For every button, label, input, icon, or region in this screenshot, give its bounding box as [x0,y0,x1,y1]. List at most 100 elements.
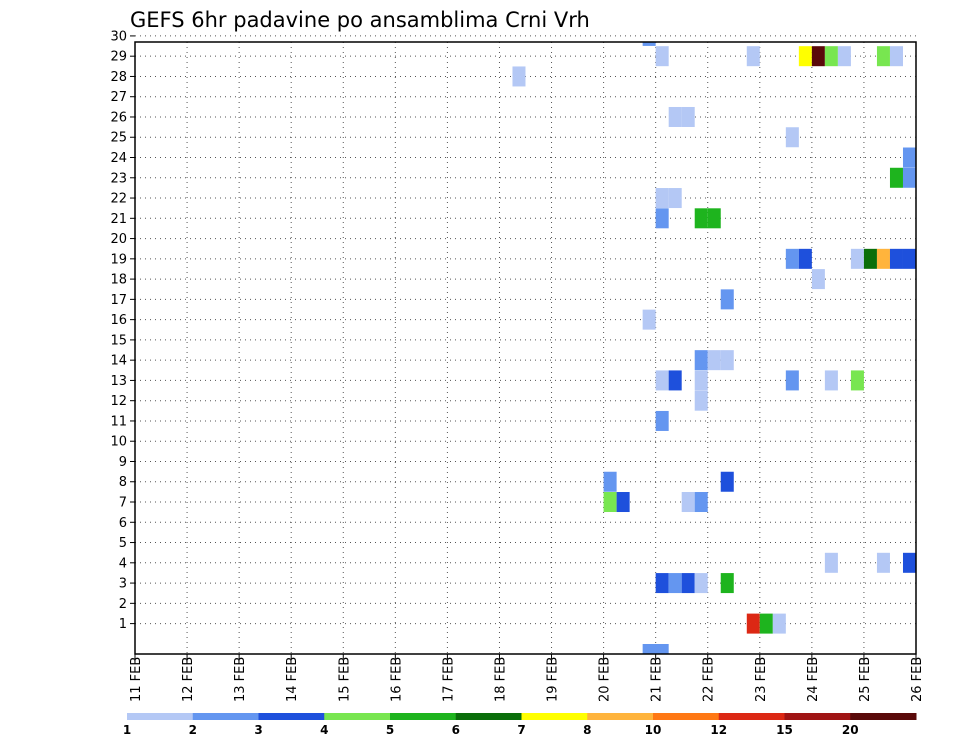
y-tick-label: 26 [110,110,127,125]
precip-cell [746,46,760,67]
y-tick-label: 9 [119,455,127,470]
legend-swatch [784,713,851,720]
precip-cell [655,573,669,594]
y-tick-label: 6 [119,516,127,531]
y-tick-label: 17 [110,293,127,308]
legend-swatch [653,713,720,720]
precip-cell [668,106,682,127]
y-tick-label: 28 [110,70,127,85]
x-tick-label: 23 FEB [754,657,769,702]
y-tick-label: 2 [119,597,127,612]
legend-swatch [390,713,457,720]
precip-cell [642,42,656,46]
x-tick-label: 11 FEB [129,657,144,702]
x-tick-label: 12 FEB [181,657,196,702]
y-tick-label: 3 [119,577,127,592]
x-tick-label: 21 FEB [650,657,665,702]
precip-cell [902,552,916,573]
x-tick-label: 13 FEB [233,657,248,702]
precip-cell [642,309,656,330]
y-tick-label: 29 [110,50,127,65]
x-tick-label: 26 FEB [910,657,925,702]
y-tick-label: 12 [110,394,127,409]
precip-cell [798,46,812,67]
precip-cell [785,248,799,269]
precip-cell [759,613,773,634]
precip-cell [902,147,916,168]
legend-label: 7 [517,723,525,737]
precip-cell [681,573,695,594]
legend-label: 10 [645,723,662,737]
x-tick-label: 14 FEB [285,657,300,702]
x-tick-label: 16 FEB [389,657,404,702]
legend-label: 15 [776,723,793,737]
precip-cell [720,289,734,310]
y-tick-label: 11 [110,414,127,429]
legend-label: 20 [842,723,859,737]
y-tick-label: 13 [110,374,127,389]
x-tick-label: 22 FEB [702,657,717,702]
precip-cell [785,370,799,391]
legend-label: 12 [710,723,727,737]
precip-cell [824,370,838,391]
precip-cell [694,350,708,371]
precip-cell [785,127,799,148]
y-tick-label: 27 [110,90,127,105]
y-tick-label: 20 [110,232,127,247]
x-tick-label: 15 FEB [337,657,352,702]
legend-swatch [718,713,785,720]
precip-cell [655,410,669,431]
x-tick-label: 20 FEB [598,657,613,702]
chart-title: GEFS 6hr padavine po ansamblima Crni Vrh [130,8,590,32]
precip-cell [694,390,708,411]
y-tick-label: 18 [110,273,127,288]
precip-cell [824,552,838,573]
legend-label: 2 [189,723,197,737]
precip-cell [707,350,721,371]
precip-cell [889,167,903,188]
y-tick-label: 22 [110,192,127,207]
precip-cell [694,492,708,513]
y-tick-label: 30 [110,29,127,44]
y-tick-label: 21 [110,212,127,227]
legend-swatch [192,713,259,720]
precip-cell [889,248,903,269]
precip-cell [512,66,526,87]
legend-swatch [127,713,194,720]
precip-cell [655,208,669,229]
precip-cell [720,350,734,371]
legend-swatch [521,713,588,720]
y-tick-label: 14 [110,354,127,369]
precip-cell [824,46,838,67]
precip-cell [746,613,760,634]
legend-swatch [324,713,391,720]
legend-swatch [455,713,522,720]
precip-cell [811,46,825,67]
legend-label: 1 [123,723,131,737]
color-legend: 1 2 3 4 5 6 7 8 10 12 15 20 [123,713,917,737]
legend-label: 4 [320,723,328,737]
x-tick-label: 24 FEB [806,657,821,702]
precip-cell [668,188,682,209]
y-tick-label: 16 [110,313,127,328]
x-tick-label: 25 FEB [858,657,873,702]
precip-cell [603,492,617,513]
y-tick-label: 10 [110,435,127,450]
y-tick-label: 4 [119,556,127,571]
precip-cell [798,248,812,269]
x-tick-label: 17 FEB [441,657,456,702]
precip-cell [772,613,786,634]
legend-swatch [850,713,917,720]
legend-label: 3 [254,723,262,737]
precip-cell [889,46,903,67]
y-axis: 1234567891011121314151617181920212223242… [110,29,135,632]
y-tick-label: 23 [110,171,127,186]
y-tick-label: 8 [119,475,127,490]
legend-label: 6 [452,723,460,737]
precip-cell [837,46,851,67]
grid-layer [135,35,916,654]
y-tick-label: 5 [119,536,127,551]
y-tick-label: 1 [119,617,127,632]
y-tick-label: 25 [110,131,127,146]
